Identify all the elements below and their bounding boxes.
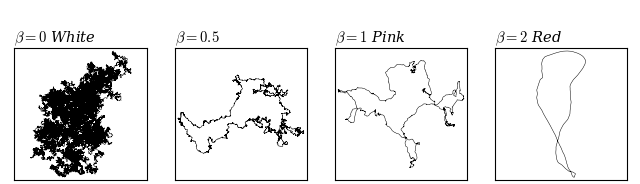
Text: $\beta = 1$ Pink: $\beta = 1$ Pink <box>335 29 405 48</box>
Text: $\beta = 0$ White: $\beta = 0$ White <box>15 29 96 48</box>
Text: $\beta = 0.5$: $\beta = 0.5$ <box>175 29 220 48</box>
Text: $\beta = 2$ Red: $\beta = 2$ Red <box>495 29 562 48</box>
